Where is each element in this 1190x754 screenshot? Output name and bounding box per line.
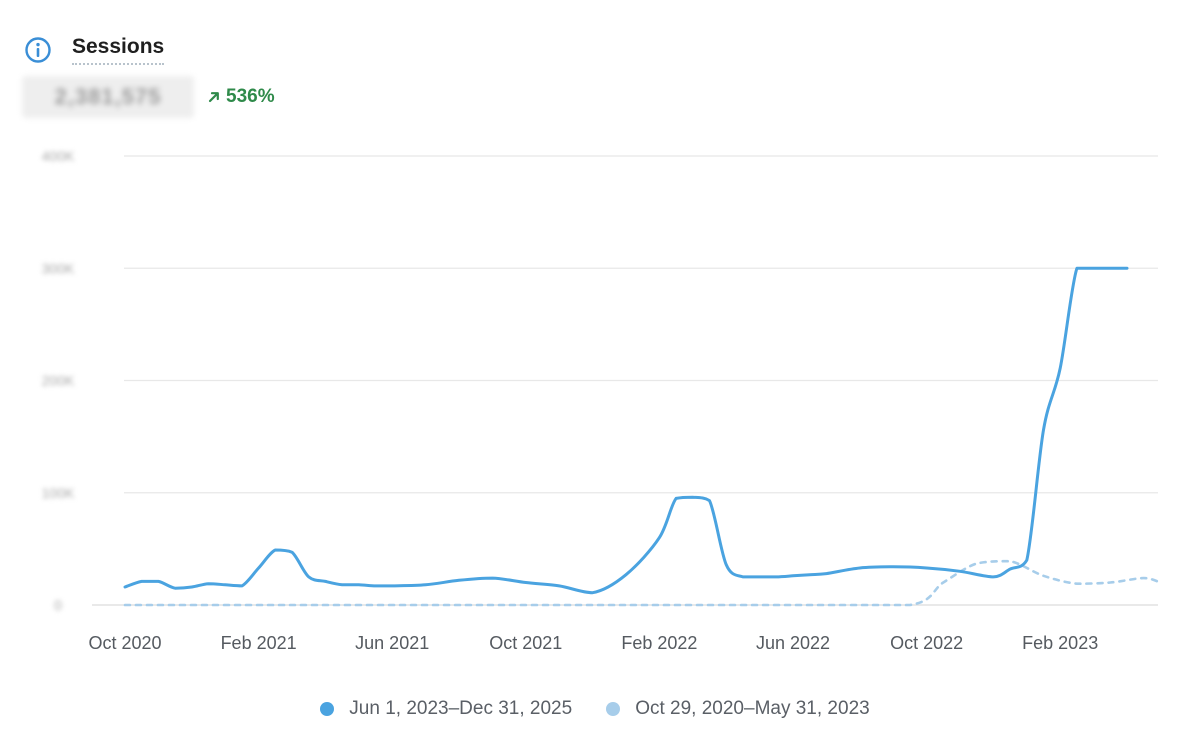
x-tick-label: Oct 2022 (890, 633, 963, 653)
change-percent: 536% (226, 86, 275, 107)
y-tick-label: 300K (42, 260, 75, 276)
legend-item-current[interactable]: Jun 1, 2023–Dec 31, 2025 (320, 698, 572, 720)
metric-value: 2,381,575 (22, 76, 194, 118)
legend-label-previous: Oct 29, 2020–May 31, 2023 (635, 698, 870, 719)
legend-dot-previous (606, 702, 621, 716)
y-tick-label: 100K (42, 485, 75, 501)
x-tick-label: Feb 2023 (1022, 633, 1098, 653)
x-axis-ticks: Oct 2020 Feb 2021 Jun 2021 Oct 2021 Feb 2022… (88, 633, 1098, 653)
info-icon[interactable] (24, 36, 52, 64)
x-tick-label: Oct 2020 (88, 633, 161, 653)
legend-dot-current (320, 702, 335, 716)
legend-item-previous[interactable]: Oct 29, 2020–May 31, 2023 (606, 698, 870, 720)
x-tick-label: Feb 2021 (221, 633, 297, 653)
gridlines (92, 155, 1158, 606)
series-line-previous[interactable] (123, 559, 1162, 607)
y-tick-label: 400K (42, 148, 75, 164)
x-tick-label: Jun 2021 (355, 633, 429, 653)
x-tick-label: Feb 2022 (621, 633, 697, 653)
metric-title[interactable]: Sessions (72, 34, 165, 65)
change-indicator: 536% (208, 86, 275, 108)
y-tick-label: 200K (42, 373, 75, 389)
series-line-current[interactable] (123, 266, 1129, 595)
y-tick-label: 0 (54, 597, 62, 613)
y-axis-ticks: 0 100K 200K 300K 400K (42, 148, 75, 613)
card-header: Sessions (24, 34, 165, 65)
x-tick-label: Jun 2022 (756, 633, 830, 653)
series-lines (123, 266, 1162, 607)
chart-legend: Jun 1, 2023–Dec 31, 2025 Oct 29, 2020–Ma… (0, 698, 1190, 720)
metric-summary: 2,381,575 536% (22, 76, 275, 118)
sessions-line-chart[interactable]: 0 100K 200K 300K 400K Oct 2020 Feb 2021 Jun 20… (0, 0, 1190, 680)
x-tick-label: Oct 2021 (489, 633, 562, 653)
arrow-up-right-icon (208, 92, 219, 103)
legend-label-current: Jun 1, 2023–Dec 31, 2025 (349, 698, 573, 719)
